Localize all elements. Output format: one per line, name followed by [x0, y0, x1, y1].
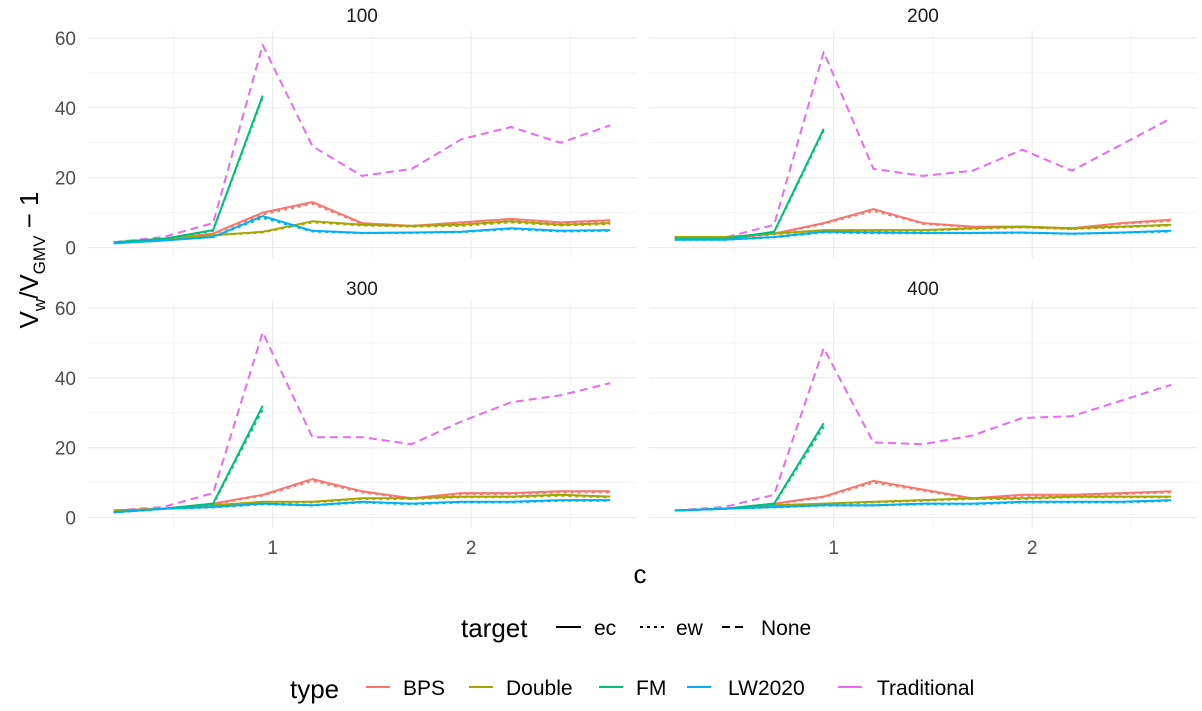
y-tick-label: 40 — [55, 369, 76, 390]
y-axis-title: Vw/VGMV − 1 — [14, 191, 49, 328]
legend-label-fm: FM — [636, 677, 666, 700]
panel-strip-title: 100 — [346, 6, 378, 27]
legend-type: type BPS Double FM LW2020 Traditional — [290, 674, 974, 704]
y-tick-label: 0 — [65, 509, 76, 530]
series-line-double-ew — [113, 494, 611, 512]
series-line-traditional-none — [113, 44, 611, 244]
series-line-fm-ew — [674, 426, 825, 512]
panel-100: 100 0 20 40 60 — [55, 6, 636, 260]
y-tick-label: 20 — [55, 169, 76, 190]
panels-layer: 100 0 20 40 60 200 300 0 20 40 60 1 2 400 1 2 — [55, 6, 1197, 559]
series-line-lw2020-ew — [674, 499, 1172, 512]
series-line-fm-ew — [113, 408, 264, 514]
legend-label-lw2020: LW2020 — [728, 677, 805, 700]
x-axis-title: c — [634, 559, 647, 589]
y-tick-label: 0 — [65, 239, 76, 260]
legend-target-title: target — [461, 613, 528, 643]
series-line-double-ew — [674, 496, 1172, 512]
legend-label-ec: ec — [594, 617, 616, 640]
series-line-fm-ec — [674, 128, 825, 240]
series-line-fm-ec — [674, 422, 825, 512]
legend-label-bps: BPS — [403, 677, 445, 700]
series-line-lw2020-ew — [674, 230, 1172, 241]
panel-300: 300 0 20 40 60 1 2 — [55, 279, 636, 559]
series-line-traditional-none — [113, 331, 611, 512]
panel-strip-title: 300 — [346, 279, 378, 300]
y-tick-label: 60 — [55, 299, 76, 320]
y-tick-label: 20 — [55, 439, 76, 460]
legend-label-none: None — [761, 617, 811, 640]
series-line-lw2020-ew — [113, 499, 611, 514]
y-tick-label: 60 — [55, 29, 76, 50]
x-tick-label: 1 — [828, 538, 839, 559]
legend-type-title: type — [290, 674, 339, 704]
legend-label-double: Double — [506, 677, 573, 700]
panel-200: 200 — [649, 6, 1197, 258]
panel-strip-title: 200 — [907, 6, 939, 27]
legend-label-ew: ew — [676, 617, 704, 640]
series-line-fm-ec — [113, 95, 264, 244]
x-tick-label: 1 — [267, 538, 278, 559]
series-line-bps-ew — [113, 479, 611, 512]
x-tick-label: 2 — [1027, 538, 1038, 559]
series-line-fm-ew — [113, 97, 264, 244]
series-line-fm-ew — [674, 130, 825, 240]
legend-label-traditional: Traditional — [877, 677, 974, 700]
series-line-fm-ec — [113, 405, 264, 514]
panel-strip-title: 400 — [907, 279, 939, 300]
series-line-double-ew — [674, 224, 1172, 238]
x-tick-label: 2 — [466, 538, 477, 559]
series-line-bps-ew — [674, 209, 1172, 240]
legend-target: target ec ew None — [461, 613, 811, 643]
y-tick-label: 40 — [55, 99, 76, 120]
series-line-double-ew — [113, 221, 611, 244]
panel-400: 400 1 2 — [649, 279, 1197, 559]
svg-text:Vw/VGMV − 1: Vw/VGMV − 1 — [14, 191, 49, 328]
series-line-traditional-none — [674, 51, 1172, 240]
series-line-bps-ec — [113, 201, 611, 244]
series-line-lw2020-ew — [113, 216, 611, 245]
series-line-traditional-none — [674, 347, 1172, 512]
